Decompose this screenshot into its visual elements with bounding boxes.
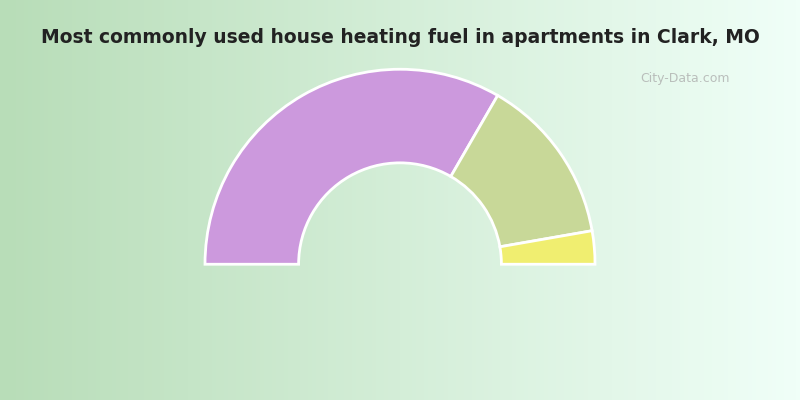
Wedge shape: [450, 96, 592, 247]
Wedge shape: [500, 231, 595, 264]
Text: City-Data.com: City-Data.com: [640, 72, 730, 85]
Wedge shape: [205, 69, 498, 264]
Text: Most commonly used house heating fuel in apartments in Clark, MO: Most commonly used house heating fuel in…: [41, 28, 759, 47]
